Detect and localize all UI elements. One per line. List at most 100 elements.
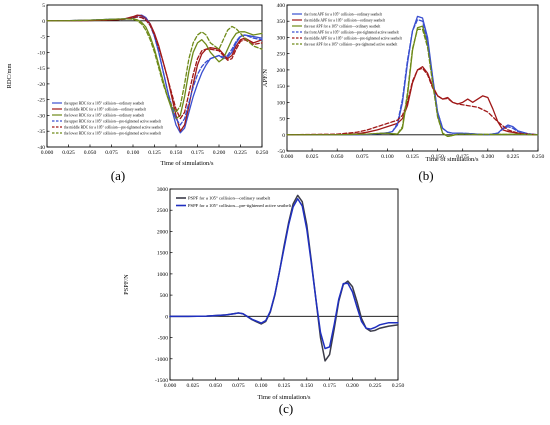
legend-entry: the rear APF for a 105° collision—pre-ti… bbox=[304, 42, 397, 46]
y-tick-label: 50 bbox=[279, 117, 285, 123]
y-tick-label: -500 bbox=[158, 336, 168, 342]
x-tick-label: 0.225 bbox=[234, 150, 247, 156]
x-tick-label: 0.050 bbox=[84, 150, 97, 156]
x-tick-label: 0.000 bbox=[41, 150, 54, 156]
y-tick-label: 2500 bbox=[157, 208, 168, 214]
x-tick-label: 0.100 bbox=[381, 154, 394, 160]
series-line-6 bbox=[286, 28, 539, 138]
x-tick-label: 0.075 bbox=[105, 150, 118, 156]
x-tick-label: 0.200 bbox=[213, 150, 226, 156]
y-axis-title: PSPF/N bbox=[123, 274, 130, 295]
x-tick-label: 0.250 bbox=[256, 150, 269, 156]
y-tick-label: 0 bbox=[42, 19, 45, 25]
x-tick-label: 0.125 bbox=[278, 383, 291, 389]
y-tick-label: -5 bbox=[40, 35, 45, 41]
legend-entry: the middle RDC for a 105° collision—ordi… bbox=[64, 107, 146, 111]
x-axis-title: Time of simulation/s bbox=[257, 394, 311, 401]
x-tick-label: 0.225 bbox=[507, 154, 520, 160]
y-axis-title: APF/N bbox=[262, 69, 269, 87]
chart-panel-b: 0.000 0.025 0.050 0.075 0.100 0.125 0.150 0.175… bbox=[262, 3, 544, 163]
legend-entry: the front APF for a 105° collision—pre-t… bbox=[304, 30, 399, 34]
y-tick-label: -15 bbox=[38, 66, 46, 72]
x-tick-label: 0.150 bbox=[431, 154, 444, 160]
legend-entry: the lower RDC for a 105° collision—ordin… bbox=[64, 113, 144, 117]
y-tick-label: 350 bbox=[277, 19, 286, 25]
plot-frame bbox=[169, 188, 399, 381]
x-tick-label: 0.025 bbox=[62, 150, 75, 156]
x-tick-label: 0.075 bbox=[232, 383, 245, 389]
y-tick-label: 400 bbox=[277, 3, 286, 9]
legend-entry: the front APF for a 105° collision—ordin… bbox=[304, 12, 382, 16]
x-tick-label: 0.100 bbox=[127, 150, 140, 156]
x-tick-label: 0.000 bbox=[164, 383, 177, 389]
y-tick-label: 100 bbox=[277, 100, 286, 106]
x-tick-label: 0.050 bbox=[209, 383, 222, 389]
x-axis-title: Time of simulation/s bbox=[160, 160, 214, 167]
x-tick-label: 0.075 bbox=[356, 154, 369, 160]
y-tick-label: 3000 bbox=[157, 187, 168, 193]
series-line-5 bbox=[286, 67, 539, 136]
panel-letter-b: (b) bbox=[418, 168, 433, 183]
y-tick-label: 0 bbox=[165, 314, 168, 320]
x-tick-label: 0.000 bbox=[281, 154, 294, 160]
x-tick-label: 0.250 bbox=[392, 383, 405, 389]
x-tick-label: 0.175 bbox=[191, 150, 204, 156]
y-tick-label: 5 bbox=[42, 3, 45, 9]
series-line-1 bbox=[169, 194, 399, 362]
legend-entry: the lower RDC for a 105° collision—pre-t… bbox=[64, 131, 161, 135]
panel-letter-a: (a) bbox=[111, 168, 125, 183]
x-tick-label: 0.125 bbox=[406, 154, 419, 160]
legend-entry: PSPF for a 105° collision—ordinary seatb… bbox=[188, 195, 271, 200]
x-tick-label: 0.250 bbox=[532, 154, 545, 160]
x-tick-label: 0.200 bbox=[482, 154, 495, 160]
x-tick-label: 0.175 bbox=[323, 383, 336, 389]
series-line-4 bbox=[286, 18, 539, 136]
y-axis-title: RDC/mm bbox=[6, 64, 13, 89]
y-tick-label: -20 bbox=[38, 82, 46, 88]
y-tick-label: 0 bbox=[282, 133, 285, 139]
x-tick-label: 0.150 bbox=[170, 150, 183, 156]
legend-entry: the upper RDC for a 105° collision—ordin… bbox=[64, 101, 144, 105]
x-tick-label: 0.200 bbox=[346, 383, 359, 389]
series-line-5 bbox=[46, 16, 263, 120]
panel-letter-c: (c) bbox=[279, 401, 293, 416]
y-tick-label: -40 bbox=[38, 145, 46, 151]
x-tick-label: 0.025 bbox=[187, 383, 200, 389]
y-tick-label: 1500 bbox=[157, 251, 168, 257]
x-tick-label: 0.100 bbox=[255, 383, 268, 389]
y-tick-label: 2000 bbox=[157, 229, 168, 235]
y-tick-label: -25 bbox=[38, 98, 46, 104]
y-tick-label: -30 bbox=[38, 113, 46, 119]
y-tick-label: 150 bbox=[277, 84, 286, 90]
legend-entry: the middle RDC for a 105° collision—pre-… bbox=[64, 125, 163, 129]
legend-entry: the rear APF for a 105° collision—ordina… bbox=[304, 24, 380, 28]
x-tick-label: 0.225 bbox=[369, 383, 382, 389]
legend-entry: the middle APF for a 105° collision—ordi… bbox=[304, 18, 385, 22]
y-tick-label: -1500 bbox=[155, 378, 168, 384]
x-axis-title: Time of simulation/s bbox=[425, 156, 479, 163]
series-line-6 bbox=[46, 18, 263, 113]
y-tick-label: 200 bbox=[277, 68, 286, 74]
y-tick-label: 500 bbox=[160, 293, 169, 299]
legend-entry: PSPF for a 105° collision—pre-tightened … bbox=[188, 203, 292, 208]
series-line-2 bbox=[46, 14, 263, 132]
x-tick-label: 0.125 bbox=[148, 150, 161, 156]
y-tick-label: 300 bbox=[277, 35, 286, 41]
y-tick-label: -50 bbox=[278, 149, 286, 155]
chart-panel-c: 0.000 0.025 0.050 0.075 0.100 0.125 0.150 0.175… bbox=[123, 187, 404, 401]
x-tick-label: 0.025 bbox=[306, 154, 319, 160]
y-tick-label: -1000 bbox=[155, 357, 168, 363]
series-line-2 bbox=[169, 198, 399, 350]
y-tick-label: -35 bbox=[38, 129, 46, 135]
legend-entry: the upper RDC for a 105° collision—pre-t… bbox=[64, 119, 161, 123]
x-tick-label: 0.050 bbox=[331, 154, 344, 160]
legend-entry: the middle APF for a 105° collision—pre-… bbox=[304, 36, 402, 40]
y-tick-label: 1000 bbox=[157, 272, 168, 278]
series-line-3 bbox=[46, 17, 263, 120]
y-tick-label: 250 bbox=[277, 52, 286, 58]
chart-panel-a: 0.000 0.025 0.050 0.075 0.100 0.125 0.150 0.175… bbox=[6, 3, 268, 167]
y-tick-label: -10 bbox=[38, 50, 46, 56]
x-tick-label: 0.150 bbox=[301, 383, 314, 389]
x-tick-label: 0.175 bbox=[456, 154, 469, 160]
